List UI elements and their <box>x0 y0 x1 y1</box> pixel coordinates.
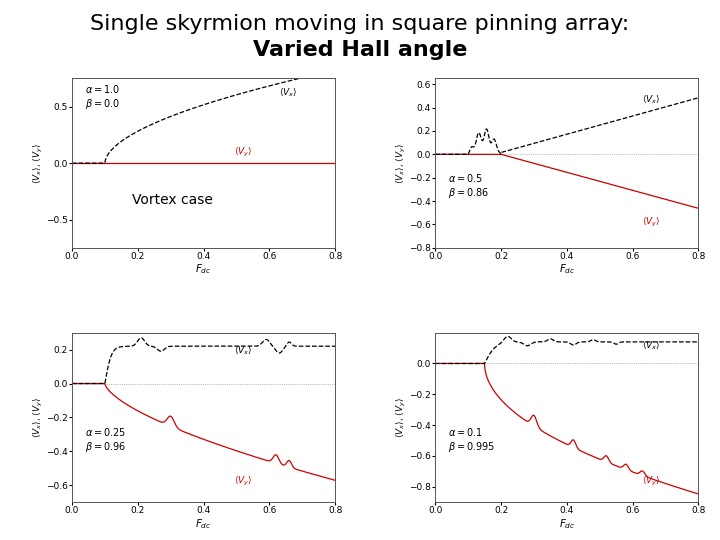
Text: $\langle V_x \rangle$: $\langle V_x \rangle$ <box>642 93 660 105</box>
Y-axis label: $\langle V_x \rangle$, $\langle V_y \rangle$: $\langle V_x \rangle$, $\langle V_y \ran… <box>32 397 45 438</box>
Text: $\alpha = 1.0$
$\beta = 0.0$: $\alpha = 1.0$ $\beta = 0.0$ <box>85 83 120 111</box>
Text: $\langle V_x \rangle$: $\langle V_x \rangle$ <box>279 86 297 98</box>
Y-axis label: $\langle V_x \rangle$, $\langle V_y \rangle$: $\langle V_x \rangle$, $\langle V_y \ran… <box>32 143 45 184</box>
Y-axis label: $\langle V_x \rangle$, $\langle V_y \rangle$: $\langle V_x \rangle$, $\langle V_y \ran… <box>395 397 408 438</box>
X-axis label: $F_{dc}$: $F_{dc}$ <box>195 262 212 276</box>
Text: $\langle V_y \rangle$: $\langle V_y \rangle$ <box>642 475 660 488</box>
X-axis label: $F_{dc}$: $F_{dc}$ <box>195 517 212 531</box>
X-axis label: $F_{dc}$: $F_{dc}$ <box>559 517 575 531</box>
Text: Vortex case: Vortex case <box>132 193 212 207</box>
Text: Single skyrmion moving in square pinning array:: Single skyrmion moving in square pinning… <box>91 14 629 33</box>
Text: Varied Hall angle: Varied Hall angle <box>253 40 467 60</box>
Y-axis label: $\langle V_x \rangle$, $\langle V_y \rangle$: $\langle V_x \rangle$, $\langle V_y \ran… <box>395 143 408 184</box>
Text: $\langle V_y \rangle$: $\langle V_y \rangle$ <box>234 475 252 488</box>
Text: $\langle V_y \rangle$: $\langle V_y \rangle$ <box>642 216 660 229</box>
Text: $\langle V_y \rangle$: $\langle V_y \rangle$ <box>234 146 252 159</box>
Text: $\alpha = 0.1$
$\beta = 0.995$: $\alpha = 0.1$ $\beta = 0.995$ <box>449 426 495 454</box>
Text: $\langle V_x \rangle$: $\langle V_x \rangle$ <box>642 339 660 350</box>
Text: $\langle V_x \rangle$: $\langle V_x \rangle$ <box>234 343 252 356</box>
Text: $\alpha = 0.5$
$\beta = 0.86$: $\alpha = 0.5$ $\beta = 0.86$ <box>449 172 490 200</box>
Text: $\alpha = 0.25$
$\beta = 0.96$: $\alpha = 0.25$ $\beta = 0.96$ <box>85 426 127 454</box>
X-axis label: $F_{dc}$: $F_{dc}$ <box>559 262 575 276</box>
